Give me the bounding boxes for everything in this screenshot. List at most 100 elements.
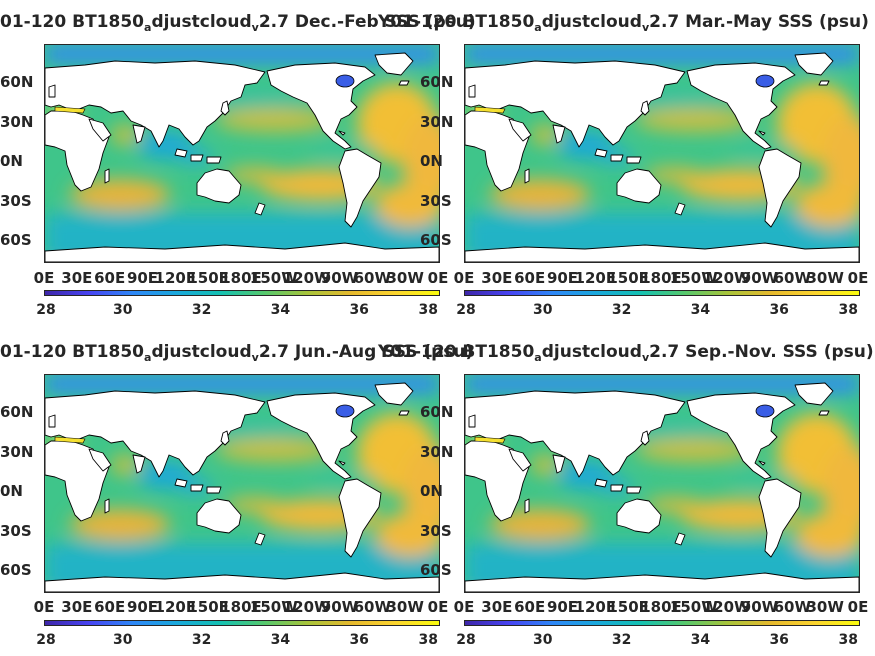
longitude-label: 0E — [33, 598, 55, 616]
longitude-label: 30W — [386, 598, 424, 616]
title-subscript: a — [144, 351, 152, 364]
longitude-label: 150E — [607, 598, 649, 616]
latitude-label: 30N — [0, 442, 34, 461]
colorbar-tick-label: 36 — [769, 632, 789, 648]
colorbar — [464, 290, 860, 296]
longitude-label: 0E — [453, 269, 475, 287]
latitude-label: 0N — [0, 482, 23, 501]
panel-title: Y01-120 BT1850adjustcloudv2.7 Sep.-Nov. … — [378, 342, 874, 364]
title-part: djustcloud — [151, 342, 252, 362]
colorbar-tick-label: 34 — [690, 632, 711, 648]
salinity-map — [44, 374, 440, 593]
title-subscript: a — [534, 21, 542, 34]
longitude-label: 150E — [607, 269, 649, 287]
title-part: djustcloud — [541, 12, 642, 32]
latitude-label: 30S — [0, 521, 32, 540]
longitude-label: 90W — [320, 269, 359, 287]
longitude-label: 120E — [154, 269, 197, 287]
title-part: Y01-120 BT1850 — [378, 342, 535, 362]
longitude-label: 0E — [427, 598, 449, 616]
latitude-label: 30S — [0, 191, 32, 210]
title-part: Y01-120 BT1850 — [378, 12, 535, 32]
longitude-label: 120W — [702, 269, 751, 287]
panel-title: 01-120 BT1850adjustcloudv2.7 Jun.-Aug SS… — [0, 342, 474, 364]
colorbar-tick-label: 36 — [769, 302, 789, 318]
longitude-label: 120W — [282, 598, 331, 616]
longitude-label: 150W — [249, 269, 298, 287]
longitude-label: 30E — [481, 598, 513, 616]
colorbar-tick-label: 30 — [533, 302, 553, 318]
colorbar — [44, 620, 440, 626]
longitude-label: 180E — [220, 269, 262, 287]
title-subscript: v — [641, 351, 650, 364]
longitude-label: 60E — [94, 598, 126, 616]
longitude-label: 90E — [126, 269, 159, 287]
title-part: 2.7 Dec.-Feb SSS (psu) — [258, 12, 476, 32]
colorbar-tick-label: 32 — [611, 302, 632, 318]
colorbar-tick-label: 32 — [191, 632, 212, 648]
title-subscript: a — [534, 351, 542, 364]
latitude-label: 0N — [420, 482, 443, 501]
longitude-label: 180E — [640, 598, 682, 616]
longitude-label: 90E — [546, 598, 579, 616]
longitude-label: 120W — [702, 598, 751, 616]
longitude-label: 90W — [320, 598, 359, 616]
title-subscript: a — [144, 21, 152, 34]
longitude-label: 90W — [740, 269, 779, 287]
colorbar-tick-label: 38 — [418, 632, 438, 648]
map-canvas — [465, 375, 859, 592]
salinity-map — [44, 44, 440, 263]
title-part: djustcloud — [151, 12, 252, 32]
colorbar-tick-label: 30 — [113, 632, 133, 648]
longitude-label: 150E — [187, 269, 229, 287]
colorbar — [464, 620, 860, 626]
salinity-map — [464, 374, 860, 593]
title-part: 01-120 BT1850 — [0, 12, 144, 32]
title-subscript: v — [251, 21, 259, 34]
latitude-label: 30N — [420, 112, 454, 131]
title-part: 2.7 Jun.-Aug SSS (psu) — [258, 342, 474, 362]
title-part: 01-120 BT1850 — [0, 342, 144, 362]
panel-title: Y01-120 BT1850adjustcloudv2.7 Mar.-May S… — [378, 12, 869, 34]
longitude-label: 0E — [33, 269, 55, 287]
colorbar-tick-label: 30 — [113, 302, 133, 318]
latitude-label: 60N — [0, 403, 34, 422]
latitude-label: 60S — [0, 561, 32, 580]
colorbar-tick-label: 30 — [533, 632, 553, 648]
colorbar-tick-label: 28 — [36, 302, 56, 318]
longitude-label: 60W — [773, 269, 812, 287]
longitude-label: 120E — [154, 598, 197, 616]
longitude-label: 150W — [669, 598, 718, 616]
colorbar-tick-label: 34 — [270, 302, 291, 318]
colorbar — [44, 290, 440, 296]
latitude-label: 60S — [420, 561, 452, 580]
map-canvas — [45, 45, 439, 262]
latitude-label: 30S — [420, 521, 452, 540]
colorbar-tick-label: 32 — [191, 302, 212, 318]
longitude-label: 30W — [806, 598, 844, 616]
map-canvas — [45, 375, 439, 592]
longitude-label: 180E — [220, 598, 262, 616]
latitude-label: 60N — [0, 73, 34, 92]
colorbar-tick-label: 36 — [349, 632, 369, 648]
colorbar-tick-label: 38 — [418, 302, 438, 318]
longitude-label: 0E — [453, 598, 475, 616]
longitude-label: 60E — [94, 269, 126, 287]
longitude-label: 120E — [574, 598, 617, 616]
latitude-label: 30S — [420, 191, 452, 210]
colorbar-tick-label: 38 — [838, 632, 858, 648]
longitude-label: 0E — [427, 269, 449, 287]
latitude-label: 60S — [420, 231, 452, 250]
longitude-label: 30E — [481, 269, 513, 287]
panel-title: 01-120 BT1850adjustcloudv2.7 Dec.-Feb SS… — [0, 12, 476, 34]
title-part: djustcloud — [541, 342, 642, 362]
longitude-label: 60W — [353, 598, 392, 616]
colorbar-tick-label: 28 — [456, 632, 476, 648]
longitude-label: 30W — [806, 269, 844, 287]
longitude-label: 60W — [773, 598, 812, 616]
longitude-label: 0E — [847, 598, 869, 616]
latitude-label: 30N — [420, 442, 454, 461]
colorbar-tick-label: 34 — [270, 632, 291, 648]
salinity-map — [464, 44, 860, 263]
longitude-label: 150W — [669, 269, 718, 287]
